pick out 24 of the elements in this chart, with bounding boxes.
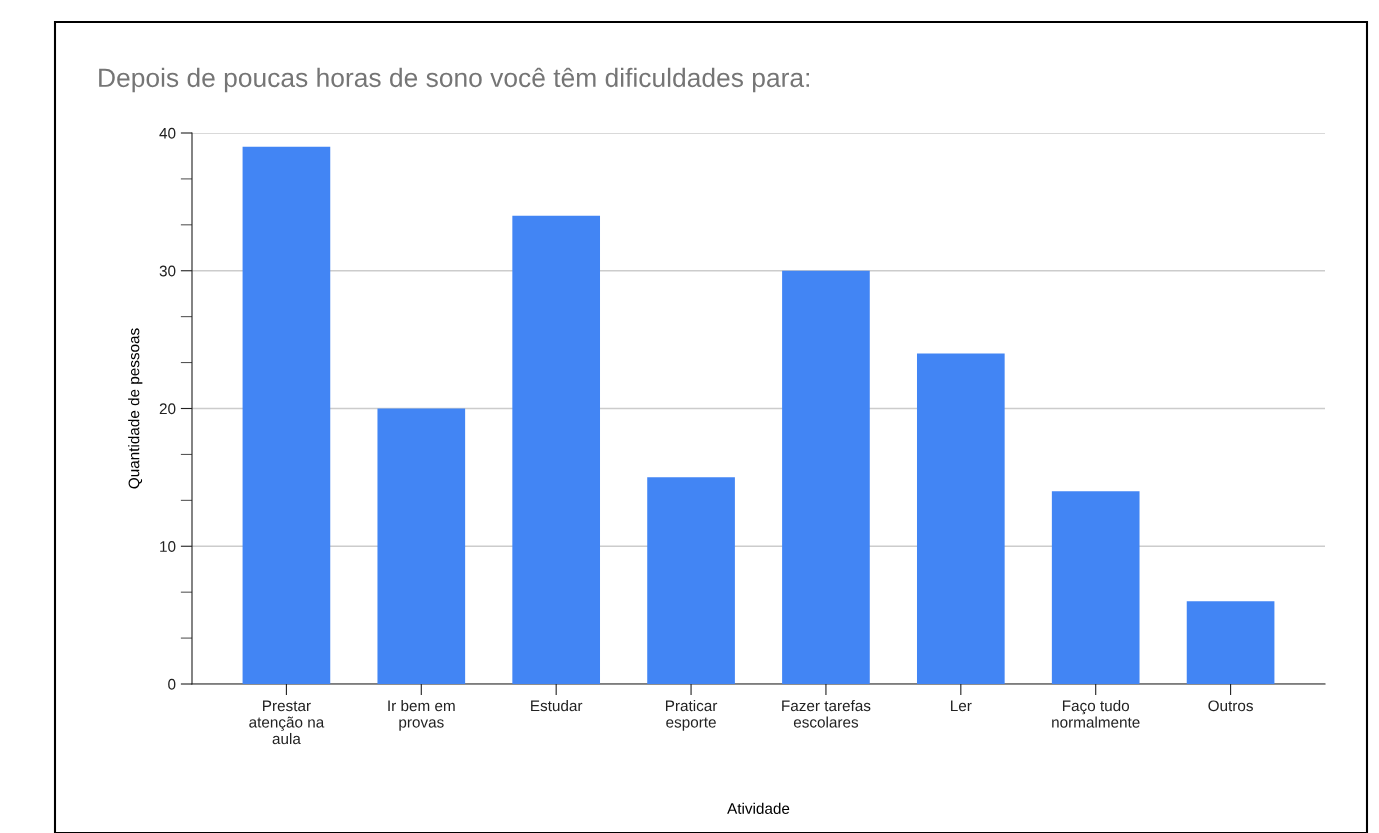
y-tick-label: 0 bbox=[168, 678, 176, 690]
bar bbox=[916, 353, 1005, 684]
y-tick-label: 40 bbox=[159, 127, 176, 139]
y-axis-title: Quantidade de pessoas bbox=[128, 328, 143, 489]
bar bbox=[647, 477, 735, 684]
bar bbox=[782, 270, 870, 684]
bar bbox=[1051, 491, 1140, 684]
y-tick-label: 20 bbox=[159, 403, 176, 415]
x-tick-label: Ler bbox=[951, 700, 972, 712]
x-tick-label: Fazer tarefas escolares bbox=[782, 699, 871, 728]
bar bbox=[1186, 601, 1275, 684]
x-tick-label: Prestar atenção na aula bbox=[249, 700, 325, 745]
chart-title: Depois de poucas horas de sono você têm dificuldades para: bbox=[99, 67, 809, 93]
bar bbox=[242, 146, 331, 684]
x-tick-label: Faço tudo normalmente bbox=[1052, 699, 1140, 728]
x-tick-label: Outros bbox=[1208, 700, 1253, 712]
x-axis-title: Atividade bbox=[727, 802, 790, 814]
y-tick-label: 30 bbox=[159, 265, 176, 277]
y-tick-label: 10 bbox=[160, 541, 176, 552]
x-tick-label: Estudar bbox=[531, 699, 583, 712]
bar bbox=[512, 215, 601, 684]
x-tick-label: Ir bem em provas bbox=[388, 699, 455, 731]
x-tick-label: Praticar esporte bbox=[666, 699, 718, 731]
bar bbox=[377, 408, 466, 684]
